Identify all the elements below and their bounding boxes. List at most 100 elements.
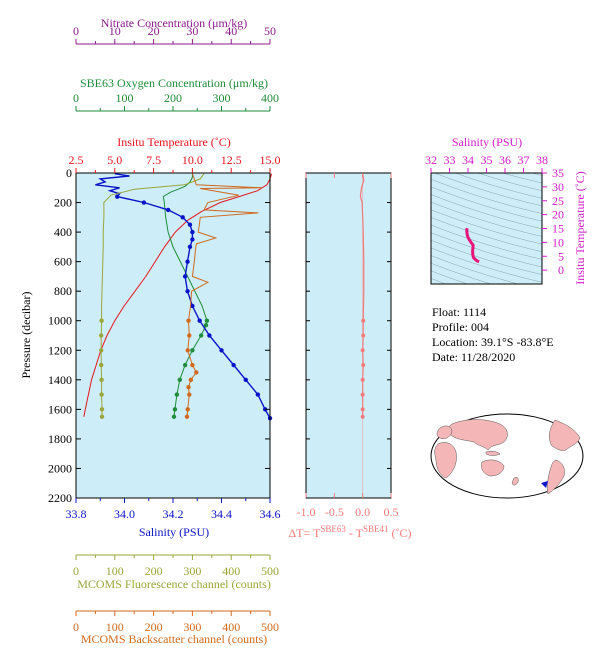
map-land-asia <box>447 419 508 451</box>
salinity-profile-point <box>190 303 195 309</box>
salinity-tick-label: 34.6 <box>260 507 281 521</box>
backscatter-tick-label: 0 <box>73 620 79 634</box>
salinity-tick-label: 34.4 <box>211 507 232 521</box>
backscatter-profile-point <box>187 392 192 397</box>
delta-panel: -1.0 -0.5 0.0 0.5 ΔT= TSBE63 - TSBE41 (˚C) <box>288 172 412 540</box>
backscatter-tick-label: 400 <box>222 620 240 634</box>
oxygen-tick-label: 0 <box>73 91 79 105</box>
fluorescence-profile-point <box>99 348 104 353</box>
salinity-tick-label: 34.2 <box>163 507 184 521</box>
ts-density-contour <box>431 270 469 284</box>
temperature-tick-label: 10.0 <box>182 153 203 167</box>
oxygen-profile-point <box>171 414 177 419</box>
fluorescence-axis: MCOMS Fluorescence channel (counts) 0 100… <box>73 554 279 591</box>
fluorescence-tick-label: 100 <box>106 564 124 578</box>
backscatter-profile-line <box>186 173 263 417</box>
salinity-profile-point <box>187 244 193 250</box>
fluorescence-profile-point <box>99 392 104 397</box>
ts-profile-line <box>465 227 480 264</box>
backscatter-profile-point <box>185 407 190 412</box>
nitrate-tick-label: 50 <box>264 24 276 38</box>
salinity-profile-point <box>185 259 190 264</box>
ts-salinity-tick-label: 34 <box>462 153 474 167</box>
float-position-marker <box>541 481 548 488</box>
temperature-tick-label: 5.0 <box>107 153 122 167</box>
map-land-australia <box>481 459 505 477</box>
salinity-profile-point <box>190 229 195 235</box>
pressure-tick-label: 1800 <box>48 432 72 446</box>
backscatter-profile-point <box>190 362 195 368</box>
oxygen-tick-label: 300 <box>213 91 231 105</box>
temperature-tick-label: 7.5 <box>146 153 161 167</box>
delta-title-sup-sbe41: SBE41 <box>363 524 389 534</box>
ts-density-contour <box>431 201 542 237</box>
fluorescence-profile-point <box>99 407 105 412</box>
oxygen-profile-point <box>203 322 209 328</box>
salinity-tick-label: 33.8 <box>66 507 87 521</box>
delta-axis: -1.0 -0.5 0.0 0.5 <box>297 172 399 519</box>
delta-profile-point <box>360 377 365 382</box>
ts-density-contour <box>431 224 542 260</box>
float-location: Location: 39.1°S -83.8°E <box>432 335 554 349</box>
pressure-tick-label: 1000 <box>48 314 72 328</box>
ts-density-contour <box>433 173 542 207</box>
delta-profile-point <box>360 407 365 412</box>
delta-profile-point <box>360 414 365 419</box>
nitrate-tick-label: 40 <box>225 24 237 38</box>
salinity-profile-point <box>180 215 185 220</box>
salinity-profile-point <box>115 194 120 199</box>
map-land-north-america <box>549 419 581 451</box>
ts-density-contour <box>454 173 542 199</box>
map-land-africa <box>434 442 457 479</box>
ts-density-contour <box>431 232 542 268</box>
delta-series <box>359 173 366 498</box>
backscatter-profile-point <box>188 377 194 383</box>
salinity-profile-point <box>207 333 212 338</box>
ts-temperature-tick-label: 25 <box>552 194 564 208</box>
float-id: Float: 1114 <box>432 305 486 319</box>
fluorescence-profile-point <box>99 318 104 323</box>
nitrate-tick-label: 0 <box>73 24 79 38</box>
backscatter-profile-point <box>185 348 190 353</box>
ts-panel: Salinity (PSU) 32 33 34 35 36 37 38 Insitu Tem… <box>425 135 587 285</box>
ts-density-contour <box>431 217 542 252</box>
delta-title-part: ΔT= T <box>288 526 321 540</box>
oxygen-tick-label: 200 <box>164 91 182 105</box>
ts-temperature-tick-label: 35 <box>552 166 564 180</box>
ts-density-contour <box>431 255 520 284</box>
pressure-tick-label: 1200 <box>48 343 72 357</box>
map-land-new-zealand <box>511 476 519 486</box>
salinity-tick-label: 34.0 <box>114 507 135 521</box>
delta-profile-point <box>360 348 365 353</box>
ts-temperature-tick-label: 0 <box>558 263 564 277</box>
ts-temperature-tick-label: 20 <box>552 208 564 222</box>
ts-density-contour <box>431 247 542 283</box>
map-land-indonesia <box>485 450 501 456</box>
delta-title-part: (˚C) <box>389 526 412 540</box>
fluorescence-tick-label: 300 <box>183 564 201 578</box>
backscatter-profile-point <box>184 414 190 419</box>
delta-tick-label: -1.0 <box>297 505 316 519</box>
temperature-profile-line <box>83 173 273 417</box>
pressure-tick-label: 600 <box>54 255 72 269</box>
pressure-tick-label: 0 <box>66 166 72 180</box>
ts-series <box>465 227 480 264</box>
ts-salinity-tick-label: 36 <box>499 153 511 167</box>
oxygen-profile-point <box>204 318 210 323</box>
oxygen-axis-title: SBE63 Oxygen Concentration (μm/kg) <box>80 76 268 90</box>
ts-density-contour <box>431 262 492 284</box>
fluorescence-tick-label: 500 <box>261 564 279 578</box>
oxygen-tick-label: 400 <box>261 91 279 105</box>
ts-density-contours <box>431 173 542 284</box>
ts-density-contour <box>431 186 542 222</box>
salinity-profile-point <box>165 207 171 213</box>
oxygen-profile-point <box>172 407 178 412</box>
ts-salinity-axis-title: Salinity (PSU) <box>452 135 522 149</box>
salinity-profile-point <box>185 288 190 294</box>
ts-density-contour <box>431 209 542 245</box>
delta-axis-title: ΔT= TSBE63 - TSBE41 (˚C) <box>288 524 411 540</box>
nitrate-axis-title: Nitrate Concentration (μm/kg) <box>101 16 247 30</box>
fluorescence-profile-point <box>99 333 104 338</box>
